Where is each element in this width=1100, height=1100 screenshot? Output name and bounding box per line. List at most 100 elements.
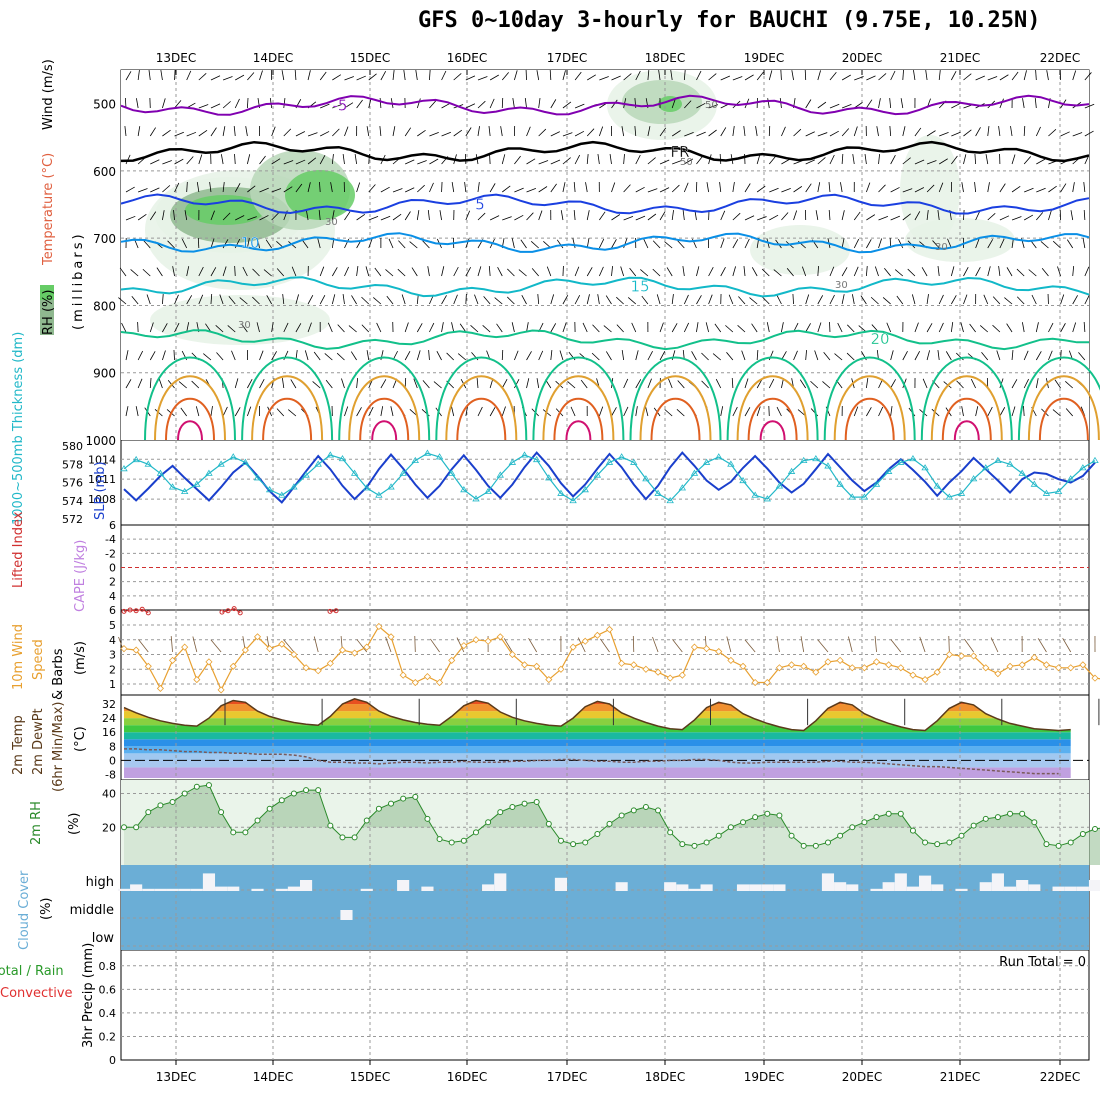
wind-speed-point xyxy=(363,643,371,651)
wind-barb xyxy=(146,294,151,305)
wind-barb xyxy=(769,214,779,221)
wind-barb xyxy=(684,100,692,109)
wind-barb xyxy=(562,101,572,109)
lifted-index-point xyxy=(219,609,225,615)
ylabel-lifted: Lifted Index xyxy=(11,511,26,588)
wind-barb xyxy=(142,268,151,277)
wind-barb xyxy=(550,350,553,361)
wind-barb xyxy=(271,351,277,361)
wind-barb xyxy=(489,74,499,81)
thickness-point xyxy=(642,475,650,482)
thickness-point xyxy=(338,454,347,462)
wind-barb xyxy=(290,379,297,389)
wind-barb xyxy=(938,182,944,193)
wind-barb xyxy=(805,183,812,193)
wind-barb xyxy=(983,294,989,305)
wind-barb xyxy=(313,351,321,361)
rh-point xyxy=(909,827,916,834)
wind-barb xyxy=(998,266,1001,277)
wind-barb xyxy=(828,209,831,221)
wind-barb xyxy=(865,378,869,389)
wind-speed-point xyxy=(302,664,310,672)
wind-speed-point xyxy=(872,658,881,666)
wind-barb xyxy=(829,154,835,165)
x-tick-bottom: 14DEC xyxy=(253,1070,293,1084)
rh-point xyxy=(545,820,552,827)
wind-barb xyxy=(664,241,673,249)
rh-contour-label: 30 xyxy=(935,242,948,253)
wind-barb xyxy=(902,213,911,221)
lifted-index-line xyxy=(329,610,337,612)
wind-barb xyxy=(609,154,612,165)
wind-barb xyxy=(526,351,532,361)
rh-point xyxy=(715,832,722,839)
wind-barb xyxy=(781,158,791,165)
wind-barb xyxy=(671,184,680,193)
rh-point xyxy=(303,787,310,794)
wind-barb xyxy=(932,240,940,249)
wind-barb xyxy=(1006,267,1013,277)
wind-barb xyxy=(562,322,567,333)
wind-barb xyxy=(256,322,260,333)
wind-barb xyxy=(574,103,585,109)
wind-speed-point xyxy=(800,662,808,670)
wind-barb xyxy=(1084,294,1090,305)
cloud-high-bar xyxy=(275,888,288,891)
wind-barb xyxy=(744,378,749,389)
warm-contour xyxy=(1027,375,1100,441)
wind-barb xyxy=(781,212,789,221)
wind-barb xyxy=(344,211,351,221)
thickness-line xyxy=(123,452,1096,502)
lifted-index-point xyxy=(225,608,231,614)
cloud-high-bar xyxy=(919,875,932,891)
wind-barb xyxy=(385,269,394,277)
wind-barb-10m xyxy=(210,639,222,653)
wind-barb xyxy=(1011,185,1021,193)
wind-barb xyxy=(465,127,472,137)
wind-barb xyxy=(963,209,965,221)
wind-barb xyxy=(162,323,168,333)
wind-barb xyxy=(860,295,867,305)
wind-barb xyxy=(550,159,561,165)
wind-speed-point xyxy=(921,676,929,684)
wind-barb xyxy=(441,266,445,277)
wind-barb xyxy=(186,266,190,277)
wind-barb xyxy=(635,379,642,389)
thickness-point xyxy=(448,469,456,476)
wind-barb xyxy=(1036,158,1046,165)
wind-speed-point xyxy=(326,659,334,667)
wind-barb xyxy=(683,322,690,333)
wind-barb xyxy=(494,297,503,305)
wind-barb xyxy=(158,378,163,389)
wind-barb xyxy=(756,154,761,165)
wind-barb-10m xyxy=(964,638,974,653)
wind-barb xyxy=(283,128,292,137)
wind-barb xyxy=(259,187,269,193)
wind-barb xyxy=(276,268,285,277)
rh-point xyxy=(266,805,273,812)
lifted-index-point xyxy=(139,606,145,612)
thickness-point xyxy=(1006,460,1014,467)
wind-barb xyxy=(870,296,879,305)
wind-barb-10m xyxy=(192,636,198,653)
wind-barb xyxy=(756,379,763,389)
x-tick-bottom: 18DEC xyxy=(645,1070,685,1084)
wind-barb xyxy=(536,378,540,389)
warm-contour xyxy=(844,397,895,441)
wind-barb xyxy=(670,70,673,81)
wind-barb xyxy=(1066,239,1074,249)
wind-barb xyxy=(817,322,822,333)
wind-speed-point xyxy=(933,668,941,676)
wind-barb xyxy=(457,353,467,361)
wind-barb xyxy=(366,350,370,361)
wind-barb xyxy=(416,210,420,221)
wind-barb xyxy=(841,267,848,277)
wind-barb xyxy=(999,74,1009,81)
x-tick-top: 21DEC xyxy=(940,51,980,65)
rh-point xyxy=(121,824,127,831)
wind-barb xyxy=(174,294,179,305)
wind-barb xyxy=(671,130,681,137)
wind-speed-point xyxy=(533,662,541,670)
wind-barb xyxy=(761,296,770,305)
wind-barb xyxy=(125,154,131,165)
